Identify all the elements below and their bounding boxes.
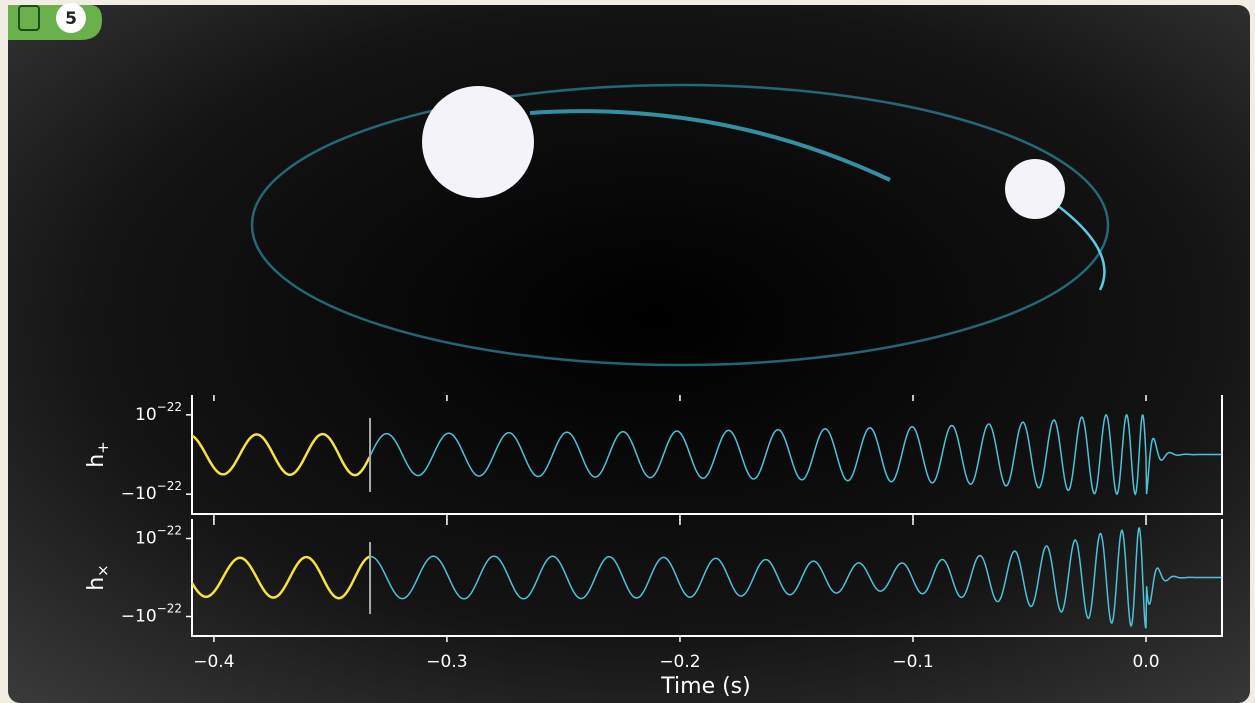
page: 10−22−10−22h+10−22−10−22h×−0.4−0.3−0.2−0…	[0, 0, 1255, 703]
x-tick-label: −0.3	[426, 652, 467, 672]
x-tick-label: −0.1	[892, 652, 933, 672]
y-label-base: h	[84, 577, 109, 591]
y-label-sub: ×	[94, 564, 112, 577]
x-tick-label: −0.4	[193, 652, 234, 672]
y-tick-exponent: −22	[157, 523, 182, 537]
y-label-sub: +	[94, 441, 112, 454]
y-tick-base: 10	[135, 529, 157, 549]
y-tick-exponent: −22	[157, 479, 182, 493]
black-hole-large	[422, 86, 534, 198]
y-tick-exponent: −22	[157, 601, 182, 615]
y-tick-base: −10	[121, 607, 157, 627]
y-label-base: h	[84, 454, 109, 468]
x-tick-label: 0.0	[1133, 652, 1160, 672]
y-tick-base: −10	[121, 484, 157, 504]
badge-number: 5	[65, 9, 77, 29]
x-tick-label: −0.2	[659, 652, 700, 672]
x-axis-label: Time (s)	[660, 674, 750, 699]
y-tick-exponent: −22	[157, 399, 182, 413]
video-frame	[8, 5, 1250, 703]
screen: 10−22−10−22h+10−22−10−22h×−0.4−0.3−0.2−0…	[0, 0, 1255, 703]
black-hole-small	[1005, 159, 1065, 219]
badge	[8, 5, 102, 40]
y-tick-base: 10	[135, 405, 157, 425]
